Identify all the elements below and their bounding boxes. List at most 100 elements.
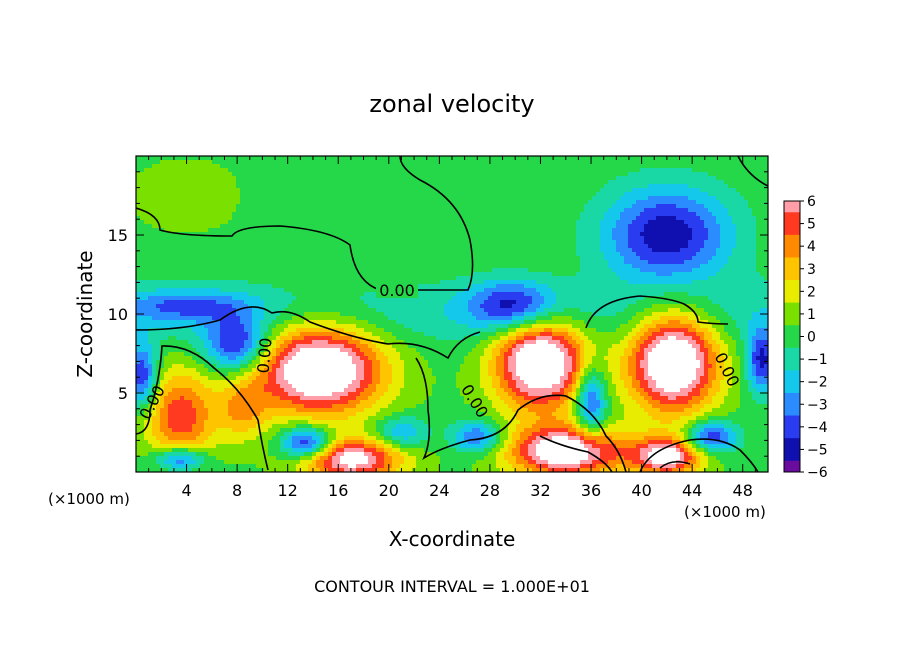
heatmap-cell: [168, 160, 173, 165]
heatmap-cell: [148, 248, 153, 253]
heatmap-cell: [160, 192, 165, 197]
heatmap-cell: [200, 228, 205, 233]
heatmap-cell: [424, 176, 429, 181]
heatmap-cell: [764, 184, 768, 189]
heatmap-cell: [644, 188, 649, 193]
heatmap-cell: [588, 248, 593, 253]
heatmap-cell: [688, 208, 693, 213]
heatmap-cell: [400, 276, 405, 281]
heatmap-cell: [588, 260, 593, 265]
heatmap-cell: [352, 192, 357, 197]
heatmap-cell: [648, 164, 653, 169]
heatmap-cell: [292, 156, 297, 161]
heatmap-cell: [432, 188, 437, 193]
heatmap-cell: [336, 204, 341, 209]
heatmap-cell: [432, 256, 437, 261]
heatmap-cell: [552, 240, 557, 245]
heatmap-cell: [628, 184, 633, 189]
heatmap-cell: [508, 272, 513, 277]
heatmap-cell: [408, 240, 413, 245]
heatmap-cell: [548, 180, 553, 185]
heatmap-cell: [252, 220, 257, 225]
heatmap-cell: [752, 160, 757, 165]
heatmap-cell: [236, 280, 241, 285]
heatmap-cell: [396, 224, 401, 229]
heatmap-cell: [548, 220, 553, 225]
heatmap-cell: [708, 188, 713, 193]
heatmap-cell: [364, 156, 369, 161]
heatmap-cell: [248, 164, 253, 169]
heatmap-cell: [528, 172, 533, 177]
heatmap-cell: [136, 192, 141, 197]
heatmap-cell: [356, 280, 361, 285]
heatmap-cell: [672, 156, 677, 161]
heatmap-cell: [720, 196, 725, 201]
heatmap-cell: [308, 204, 313, 209]
heatmap-cell: [596, 196, 601, 201]
heatmap-cell: [212, 268, 217, 273]
heatmap-cell: [616, 256, 621, 261]
heatmap-cell: [340, 212, 345, 217]
heatmap-cell: [628, 220, 633, 225]
heatmap-cell: [500, 232, 505, 237]
heatmap-cell: [756, 208, 761, 213]
heatmap-cell: [356, 196, 361, 201]
heatmap-cell: [204, 204, 209, 209]
heatmap-cell: [192, 212, 197, 217]
heatmap-cell: [604, 240, 609, 245]
heatmap-cell: [588, 256, 593, 261]
heatmap-cell: [716, 216, 721, 221]
heatmap-cell: [636, 264, 641, 269]
heatmap-cell: [596, 204, 601, 209]
heatmap-cell: [444, 208, 449, 213]
heatmap-cell: [500, 268, 505, 273]
heatmap-cell: [388, 196, 393, 201]
heatmap-cell: [360, 228, 365, 233]
heatmap-cell: [604, 268, 609, 273]
heatmap-cell: [408, 180, 413, 185]
heatmap-cell: [280, 264, 285, 269]
heatmap-cell: [460, 196, 465, 201]
heatmap-cell: [496, 260, 501, 265]
heatmap-cell: [312, 208, 317, 213]
heatmap-cell: [520, 200, 525, 205]
heatmap-cell: [584, 276, 589, 281]
heatmap-cell: [560, 172, 565, 177]
heatmap-cell: [396, 232, 401, 237]
heatmap-cell: [236, 184, 241, 189]
heatmap-cell: [664, 252, 669, 257]
heatmap-cell: [668, 168, 673, 173]
heatmap-cell: [364, 200, 369, 205]
heatmap-cell: [416, 184, 421, 189]
heatmap-cell: [276, 240, 281, 245]
heatmap-cell: [240, 224, 245, 229]
heatmap-cell: [264, 248, 269, 253]
heatmap-cell: [188, 204, 193, 209]
heatmap-cell: [216, 200, 221, 205]
heatmap-cell: [724, 204, 729, 209]
heatmap-cell: [664, 184, 669, 189]
heatmap-cell: [512, 252, 517, 257]
heatmap-cell: [332, 236, 337, 241]
heatmap-cell: [576, 180, 581, 185]
heatmap-cell: [492, 196, 497, 201]
heatmap-cell: [488, 192, 493, 197]
heatmap-cell: [600, 208, 605, 213]
heatmap-cell: [276, 276, 281, 281]
heatmap-cell: [204, 264, 209, 269]
heatmap-cell: [484, 220, 489, 225]
heatmap-cell: [476, 208, 481, 213]
heatmap-cell: [636, 204, 641, 209]
heatmap-cell: [244, 228, 249, 233]
heatmap-cell: [304, 244, 309, 249]
heatmap-cell: [316, 228, 321, 233]
heatmap-cell: [584, 216, 589, 221]
heatmap-cell: [580, 240, 585, 245]
heatmap-cell: [744, 188, 749, 193]
heatmap-cell: [500, 228, 505, 233]
heatmap-cell: [640, 228, 645, 233]
heatmap-cell: [740, 196, 745, 201]
heatmap-cell: [468, 216, 473, 221]
heatmap-cell: [308, 184, 313, 189]
heatmap-cell: [316, 220, 321, 225]
